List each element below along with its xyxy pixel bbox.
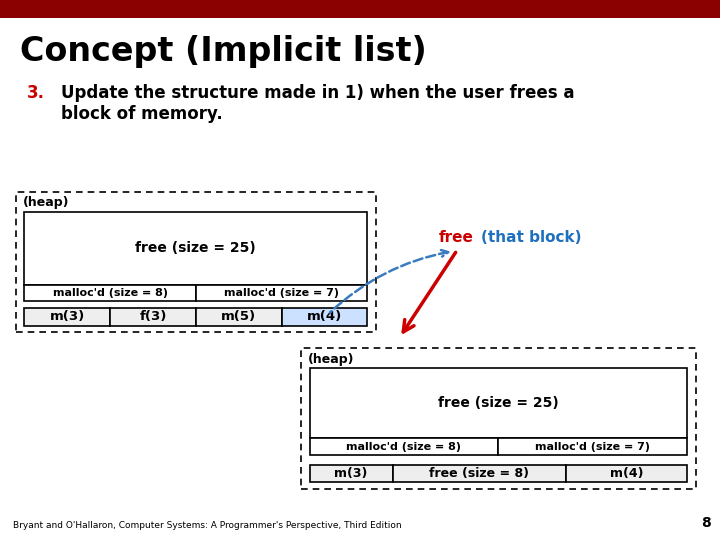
Text: 3.: 3. [27,84,45,102]
Bar [566,465,687,482]
Bar [392,465,566,482]
Text: free (size = 25): free (size = 25) [135,241,256,255]
Bar [24,212,367,285]
Text: malloc'd (size = 7): malloc'd (size = 7) [224,288,339,298]
Text: free (size = 25): free (size = 25) [438,396,559,410]
Text: (that block): (that block) [481,230,582,245]
Text: free (size = 8): free (size = 8) [429,467,529,480]
Bar [196,308,282,326]
Bar [498,438,687,455]
Text: malloc'd (size = 7): malloc'd (size = 7) [535,442,650,451]
Bar [110,308,196,326]
Text: block of memory.: block of memory. [61,105,223,123]
Text: 8: 8 [701,516,711,530]
Text: m(5): m(5) [221,310,256,323]
Text: m(4): m(4) [610,467,643,480]
Text: (heap): (heap) [308,353,355,366]
Text: f(3): f(3) [139,310,167,323]
Text: m(3): m(3) [50,310,85,323]
Bar [310,368,687,438]
Text: m(4): m(4) [307,310,342,323]
Bar [16,192,376,332]
Bar [301,348,696,489]
Bar [282,308,367,326]
Bar [310,438,498,455]
Text: (heap): (heap) [23,196,70,209]
Bar [24,285,196,301]
Text: malloc'd (size = 8): malloc'd (size = 8) [53,288,168,298]
Bar [310,465,392,482]
Text: Bryant and O'Hallaron, Computer Systems: A Programmer's Perspective, Third Editi: Bryant and O'Hallaron, Computer Systems:… [13,521,402,530]
Text: Carnegie Mellon: Carnegie Mellon [612,12,711,25]
Text: free: free [439,230,474,245]
Text: Update the structure made in 1) when the user frees a: Update the structure made in 1) when the… [61,84,575,102]
Bar [196,285,367,301]
Text: malloc'd (size = 8): malloc'd (size = 8) [346,442,462,451]
Text: m(3): m(3) [334,467,368,480]
Bar [24,308,110,326]
Text: Concept (Implicit list): Concept (Implicit list) [20,35,427,68]
